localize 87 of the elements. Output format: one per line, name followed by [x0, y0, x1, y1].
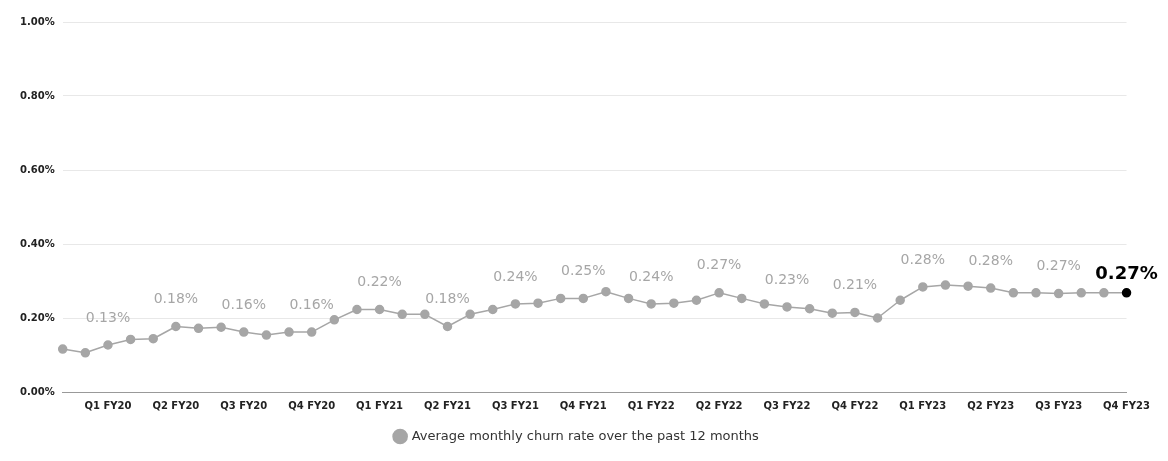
point: [850, 307, 860, 318]
point: [103, 340, 113, 350]
data-label: 0.27%: [1036, 257, 1081, 274]
point: [623, 293, 634, 304]
data-label: 0.16%: [289, 295, 334, 312]
point: [895, 295, 905, 305]
x-tick-label: Q3 FY20: [220, 399, 268, 411]
point: [985, 283, 996, 293]
x-tick-label: Q4 FY20: [288, 399, 336, 411]
y-tick-label: 0.00%: [19, 385, 55, 397]
x-tick-label: Q4 FY21: [559, 399, 607, 411]
point: [329, 315, 340, 325]
y-tick-label: 0.60%: [19, 163, 55, 175]
x-tick-label: Q1 FY23: [899, 399, 947, 411]
point: [488, 304, 498, 315]
point: [872, 313, 883, 323]
point: [374, 304, 385, 315]
data-label: 0.28%: [968, 251, 1013, 268]
point: [442, 321, 453, 332]
data-label: 0.28%: [900, 250, 946, 267]
point: [80, 348, 91, 358]
x-tick-label: Q3 FY21: [491, 399, 539, 411]
point: [420, 309, 430, 320]
data-label: 0.18%: [425, 290, 470, 307]
x-tick-label: Q1 FY21: [356, 399, 404, 411]
x-tick-label: Q2 FY22: [695, 399, 743, 411]
legend-label: Average monthly churn rate over the past 12 months: [411, 427, 760, 443]
point: [714, 288, 724, 298]
point: [193, 323, 204, 334]
data-label: 0.23%: [764, 270, 810, 287]
point: [533, 298, 543, 308]
point: [759, 299, 770, 309]
point: [57, 344, 68, 354]
x-tick-label: Q2 FY21: [424, 399, 471, 411]
point: [940, 280, 951, 290]
y-tick-label: 1.00%: [19, 15, 55, 27]
point: [1099, 288, 1109, 298]
point: [216, 322, 226, 332]
point: [578, 293, 589, 304]
point: [804, 304, 815, 314]
point: [510, 299, 521, 309]
point: [555, 293, 566, 304]
point: [963, 281, 973, 291]
data-label: 0.16%: [221, 295, 267, 312]
point: [239, 327, 249, 337]
data-label: 0.24%: [628, 267, 674, 284]
point: [306, 327, 317, 337]
data-label: 0.24%: [493, 267, 538, 284]
x-tick-label: Q2 FY20: [152, 399, 200, 411]
point: [148, 333, 158, 344]
point: [691, 295, 702, 305]
point: [465, 309, 475, 320]
data-label: 0.18%: [153, 290, 199, 307]
y-tick-label: 0.40%: [19, 237, 55, 249]
y-tick-label: 0.20%: [19, 311, 55, 323]
data-label: 0.13%: [85, 308, 131, 325]
point: [1121, 288, 1132, 298]
data-label: 0.27%: [1095, 261, 1158, 283]
point: [1031, 288, 1041, 298]
data-label: 0.21%: [832, 276, 878, 293]
point: [669, 298, 679, 308]
data-label: 0.25%: [561, 262, 606, 279]
x-tick-label: Q1 FY22: [627, 399, 675, 411]
point: [171, 321, 181, 332]
point: [261, 330, 272, 340]
x-tick-label: Q2 FY23: [967, 399, 1015, 411]
point: [918, 282, 928, 292]
x-tick-label: Q1 FY20: [84, 399, 132, 411]
point: [1053, 288, 1064, 299]
point: [352, 304, 362, 315]
x-tick-label: Q4 FY23: [1103, 399, 1151, 411]
x-tick-label: Q3 FY23: [1035, 399, 1083, 411]
point: [736, 293, 747, 304]
point: [125, 334, 136, 345]
point: [601, 286, 611, 297]
point: [397, 309, 407, 320]
point: [646, 299, 656, 309]
x-tick-label: Q4 FY22: [831, 399, 879, 411]
data-label: 0.22%: [357, 273, 402, 290]
point: [1008, 288, 1019, 298]
point: [827, 308, 838, 318]
data-label: 0.27%: [696, 256, 742, 273]
x-tick-label: Q3 FY22: [763, 399, 811, 411]
point: [1076, 288, 1087, 298]
point: [284, 327, 294, 337]
point: [782, 302, 792, 312]
y-tick-label: 0.80%: [19, 89, 55, 101]
